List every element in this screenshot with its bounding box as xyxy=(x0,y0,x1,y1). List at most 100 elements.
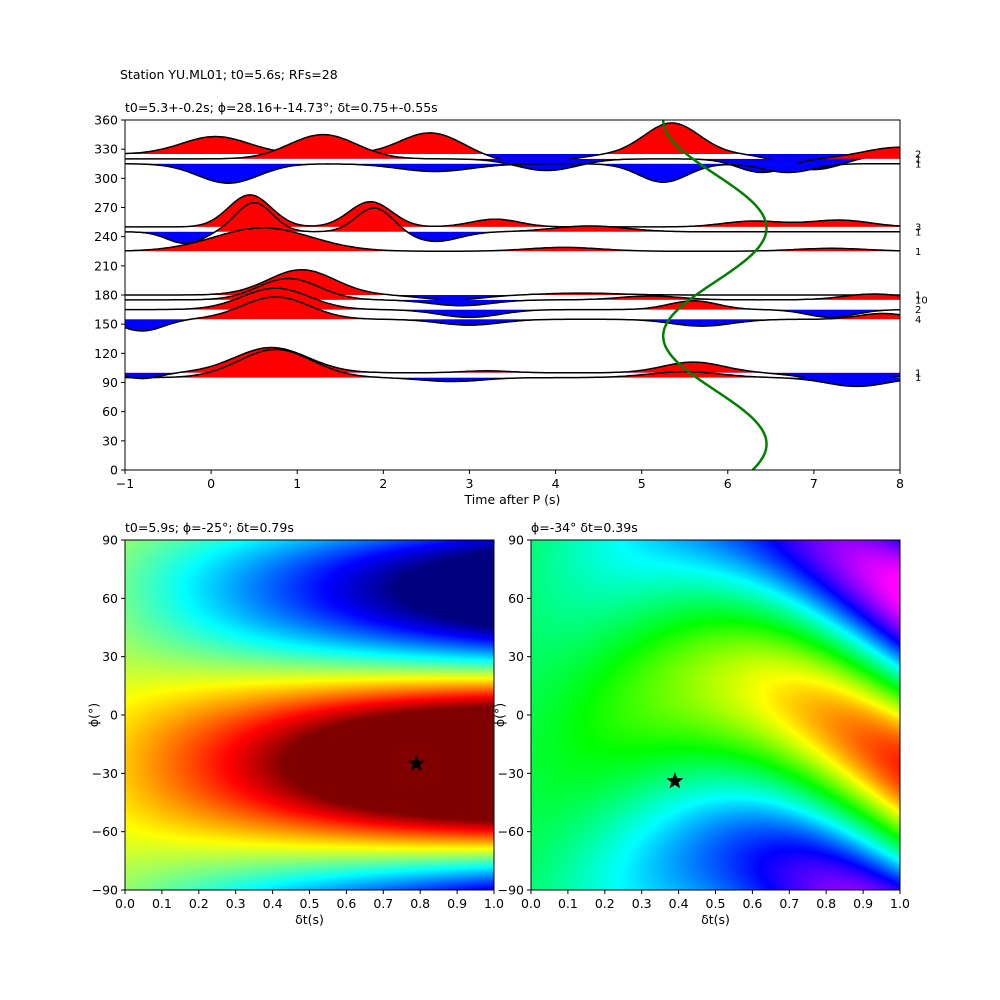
x-tick-label: 0.6 xyxy=(742,896,762,911)
best-fit-star xyxy=(666,772,684,789)
y-tick-label: 150 xyxy=(94,317,118,332)
y-tick-label: 0 xyxy=(110,463,118,478)
y-tick-label: −60 xyxy=(92,824,118,839)
receiver-function-traces xyxy=(125,120,900,470)
y-tick-label: 30 xyxy=(102,649,118,664)
trace-line xyxy=(125,201,900,245)
x-tick-label: 7 xyxy=(810,476,818,491)
x-tick-label: 0.5 xyxy=(706,896,726,911)
trace-count-label: 4 xyxy=(915,315,921,326)
y-tick-label: 210 xyxy=(94,258,118,273)
x-axis-label: Time after P (s) xyxy=(464,492,561,507)
trace-line xyxy=(125,227,900,252)
trace-negative-fill xyxy=(125,231,501,244)
x-tick-label: 1.0 xyxy=(484,896,504,911)
x-tick-label: 0 xyxy=(207,476,215,491)
trace-positive-fill xyxy=(125,194,900,227)
x-tick-label: 2 xyxy=(379,476,387,491)
cross-correlation-map-title: ϕ=-34° δt=0.39s xyxy=(531,520,638,535)
trace-line xyxy=(125,268,900,301)
y-tick-label: −30 xyxy=(92,766,118,781)
trace-negative-fill xyxy=(125,319,799,331)
y-tick-label: −90 xyxy=(92,883,118,898)
x-tick-label: 0.8 xyxy=(816,896,836,911)
y-tick-label: 300 xyxy=(94,171,118,186)
y-tick-label: 0 xyxy=(516,708,524,723)
trace-count-label: 2 xyxy=(915,150,921,161)
y-tick-label: 90 xyxy=(102,533,118,548)
x-tick-label: 0.1 xyxy=(152,896,172,911)
y-tick-label: 270 xyxy=(94,200,118,215)
x-tick-label: −1 xyxy=(116,476,134,491)
trace-count-label: 1 xyxy=(915,227,921,238)
x-tick-label: 0.9 xyxy=(447,896,467,911)
trace-line xyxy=(125,348,900,388)
x-tick-label: 0.4 xyxy=(263,896,283,911)
energy-map-frame xyxy=(124,539,495,891)
trace-count-label: 1 xyxy=(915,247,921,258)
y-tick-label: 360 xyxy=(94,113,118,128)
figure-title: Station YU.ML01; t0=5.6s; RFs=28 xyxy=(120,67,338,82)
trace-negative-fill xyxy=(125,163,900,184)
y-tick-label: 30 xyxy=(508,649,524,664)
trace-count-label: 1 xyxy=(915,154,921,165)
x-tick-label: 0.3 xyxy=(632,896,652,911)
trace-count-label: 1 xyxy=(915,291,921,302)
x-tick-label: 0.4 xyxy=(669,896,689,911)
x-tick-label: 0.7 xyxy=(373,896,393,911)
trace-count-label: 1 xyxy=(915,373,921,384)
trace-count-label: 3 xyxy=(915,222,921,233)
x-tick-label: 0.5 xyxy=(300,896,320,911)
x-tick-label: 0.3 xyxy=(226,896,246,911)
x-tick-label: 0.8 xyxy=(410,896,430,911)
y-tick-label: 240 xyxy=(94,229,118,244)
y-tick-label: 60 xyxy=(508,591,524,606)
receiver-function-plot-title: t0=5.3+-0.2s; ϕ=28.16+-14.73°; δt=0.75+-… xyxy=(125,100,438,115)
y-tick-label: −30 xyxy=(498,766,524,781)
x-tick-label: 5 xyxy=(638,476,646,491)
x-tick-label: 0.7 xyxy=(779,896,799,911)
trace-line xyxy=(125,277,900,307)
x-tick-label: 8 xyxy=(896,476,904,491)
trace-positive-fill xyxy=(125,227,900,252)
trace-line xyxy=(125,346,900,384)
trace-count-label: 1 xyxy=(915,368,921,379)
y-tick-label: 60 xyxy=(102,591,118,606)
y-axis-label: ϕ(°) xyxy=(86,703,101,727)
delay-time-curve xyxy=(661,120,768,470)
x-tick-label: 3 xyxy=(465,476,473,491)
x-axis-label: δt(s) xyxy=(295,912,324,927)
y-tick-label: 30 xyxy=(102,433,118,448)
x-tick-label: 0.2 xyxy=(189,896,209,911)
y-tick-label: 330 xyxy=(94,142,118,157)
trace-positive-fill xyxy=(125,123,900,155)
x-tick-label: 4 xyxy=(552,476,560,491)
x-tick-label: 0.1 xyxy=(558,896,578,911)
trace-line xyxy=(125,296,900,332)
x-axis-label: δt(s) xyxy=(701,912,730,927)
x-tick-label: 1.0 xyxy=(890,896,910,911)
y-axis-label: ϕ(°) xyxy=(492,703,507,727)
x-tick-label: 0.9 xyxy=(853,896,873,911)
y-tick-label: 180 xyxy=(94,288,118,303)
cross-correlation-heatmap xyxy=(531,540,900,890)
y-tick-label: 90 xyxy=(102,375,118,390)
y-tick-label: −90 xyxy=(498,883,524,898)
trace-line xyxy=(125,194,900,228)
trace-count-label: 10 xyxy=(915,295,928,306)
trace-line xyxy=(125,163,900,184)
cross-correlation-map-frame xyxy=(530,539,901,891)
trace-positive-fill xyxy=(125,297,900,320)
trace-line xyxy=(125,287,900,319)
energy-heatmap xyxy=(125,540,494,890)
y-tick-label: −60 xyxy=(498,824,524,839)
trace-negative-fill xyxy=(125,372,900,383)
best-fit-star xyxy=(408,754,426,771)
trace-positive-fill xyxy=(125,349,900,378)
y-tick-label: 120 xyxy=(94,346,118,361)
y-tick-label: 90 xyxy=(508,533,524,548)
x-tick-label: 0.2 xyxy=(595,896,615,911)
x-tick-label: 0.0 xyxy=(521,896,541,911)
x-tick-label: 1 xyxy=(293,476,301,491)
